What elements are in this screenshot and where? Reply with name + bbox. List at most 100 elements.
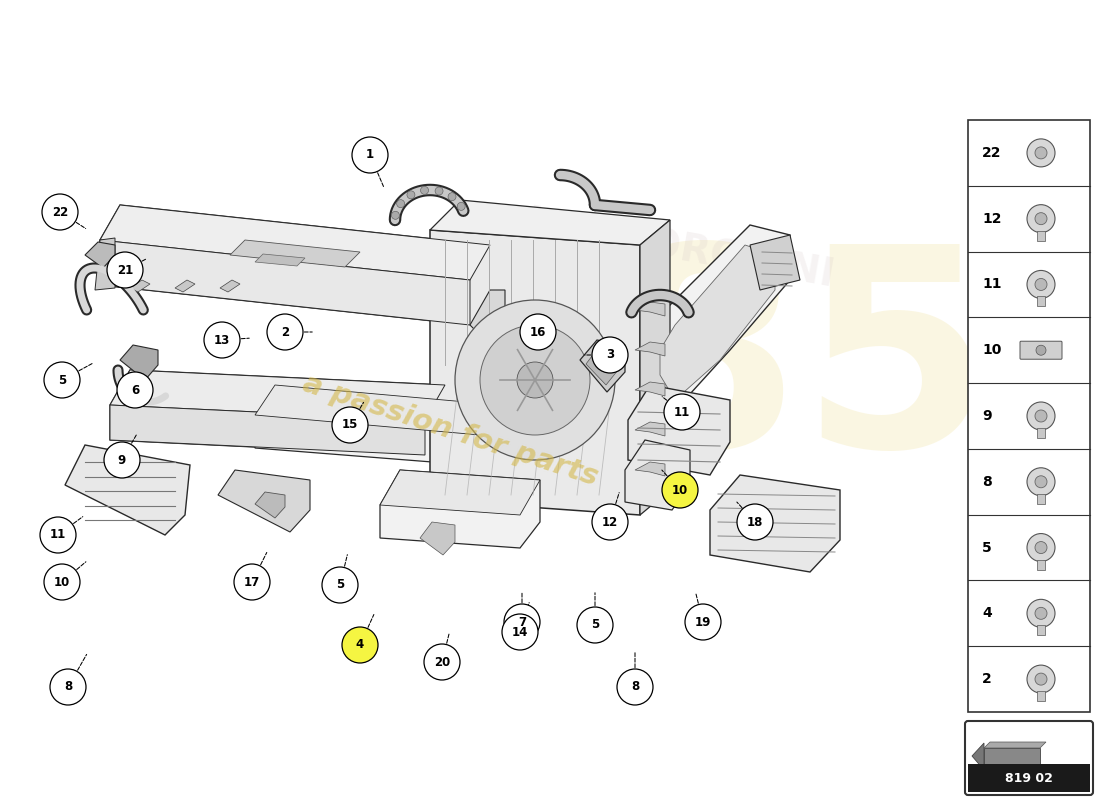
- Text: 18: 18: [747, 515, 763, 529]
- Circle shape: [664, 394, 700, 430]
- Polygon shape: [972, 743, 984, 770]
- Circle shape: [322, 567, 358, 603]
- Circle shape: [455, 300, 615, 460]
- Circle shape: [420, 186, 429, 194]
- FancyBboxPatch shape: [968, 120, 1090, 712]
- Polygon shape: [635, 302, 666, 316]
- Text: 2: 2: [280, 326, 289, 338]
- Polygon shape: [984, 748, 1040, 765]
- Text: 5: 5: [982, 541, 992, 554]
- Circle shape: [1027, 402, 1055, 430]
- Polygon shape: [660, 245, 776, 400]
- Polygon shape: [640, 220, 670, 515]
- Text: 6: 6: [131, 383, 139, 397]
- Circle shape: [1027, 468, 1055, 496]
- Text: 20: 20: [433, 655, 450, 669]
- Circle shape: [1027, 599, 1055, 627]
- Text: 1: 1: [366, 149, 374, 162]
- Circle shape: [1035, 213, 1047, 225]
- Polygon shape: [100, 205, 490, 280]
- Circle shape: [342, 627, 378, 663]
- Circle shape: [1035, 410, 1047, 422]
- Circle shape: [592, 337, 628, 373]
- Polygon shape: [625, 440, 690, 510]
- FancyBboxPatch shape: [1037, 230, 1045, 241]
- Text: 15: 15: [342, 418, 359, 431]
- Circle shape: [234, 564, 270, 600]
- Circle shape: [44, 564, 80, 600]
- Text: 10: 10: [982, 343, 1001, 358]
- Text: 14: 14: [512, 626, 528, 638]
- Polygon shape: [750, 235, 800, 290]
- Text: 9: 9: [118, 454, 127, 466]
- Circle shape: [662, 472, 698, 508]
- Text: 9: 9: [982, 409, 991, 423]
- Polygon shape: [230, 240, 360, 267]
- Circle shape: [1036, 346, 1046, 355]
- Polygon shape: [85, 242, 116, 268]
- Text: 13: 13: [213, 334, 230, 346]
- Circle shape: [42, 194, 78, 230]
- Circle shape: [392, 211, 399, 219]
- FancyBboxPatch shape: [1037, 428, 1045, 438]
- Circle shape: [44, 362, 80, 398]
- Text: 85: 85: [607, 235, 993, 505]
- Circle shape: [578, 607, 613, 643]
- Circle shape: [1035, 673, 1047, 685]
- Polygon shape: [430, 200, 670, 245]
- Circle shape: [504, 604, 540, 640]
- Circle shape: [1027, 205, 1055, 233]
- FancyBboxPatch shape: [1020, 342, 1062, 359]
- Circle shape: [502, 614, 538, 650]
- Text: 22: 22: [982, 146, 1001, 160]
- FancyBboxPatch shape: [1037, 626, 1045, 635]
- Text: 7: 7: [518, 615, 526, 629]
- Polygon shape: [430, 230, 640, 515]
- Polygon shape: [379, 470, 540, 548]
- Polygon shape: [580, 340, 625, 392]
- Circle shape: [1035, 476, 1047, 488]
- Text: 3: 3: [606, 349, 614, 362]
- Circle shape: [50, 669, 86, 705]
- Text: 2: 2: [982, 672, 992, 686]
- Polygon shape: [130, 280, 150, 292]
- Polygon shape: [110, 370, 446, 455]
- Text: 11: 11: [50, 529, 66, 542]
- Circle shape: [436, 187, 443, 195]
- Text: 19: 19: [695, 615, 712, 629]
- Polygon shape: [218, 470, 310, 532]
- Circle shape: [332, 407, 368, 443]
- Text: 5: 5: [591, 618, 600, 631]
- Polygon shape: [635, 462, 666, 476]
- Polygon shape: [586, 348, 618, 385]
- Circle shape: [204, 322, 240, 358]
- Text: 819 02: 819 02: [1005, 771, 1053, 785]
- Polygon shape: [379, 470, 540, 515]
- Polygon shape: [628, 385, 730, 475]
- Text: 5: 5: [336, 578, 344, 591]
- Circle shape: [448, 193, 456, 201]
- Text: 12: 12: [982, 212, 1001, 226]
- Polygon shape: [100, 205, 490, 325]
- Polygon shape: [255, 385, 500, 435]
- Text: a passion for parts: a passion for parts: [299, 369, 602, 491]
- Circle shape: [424, 644, 460, 680]
- Circle shape: [517, 362, 553, 398]
- Circle shape: [1027, 139, 1055, 167]
- FancyBboxPatch shape: [1037, 297, 1045, 306]
- Text: 8: 8: [631, 681, 639, 694]
- Polygon shape: [710, 475, 840, 572]
- Circle shape: [267, 314, 303, 350]
- FancyBboxPatch shape: [1037, 691, 1045, 701]
- Circle shape: [1035, 542, 1047, 554]
- Polygon shape: [635, 382, 666, 396]
- Circle shape: [352, 137, 388, 173]
- Circle shape: [407, 191, 415, 199]
- Polygon shape: [65, 445, 190, 535]
- Polygon shape: [255, 492, 285, 518]
- Circle shape: [1035, 147, 1047, 159]
- Circle shape: [592, 504, 628, 540]
- FancyBboxPatch shape: [1037, 494, 1045, 504]
- Polygon shape: [95, 238, 116, 290]
- Polygon shape: [220, 280, 240, 292]
